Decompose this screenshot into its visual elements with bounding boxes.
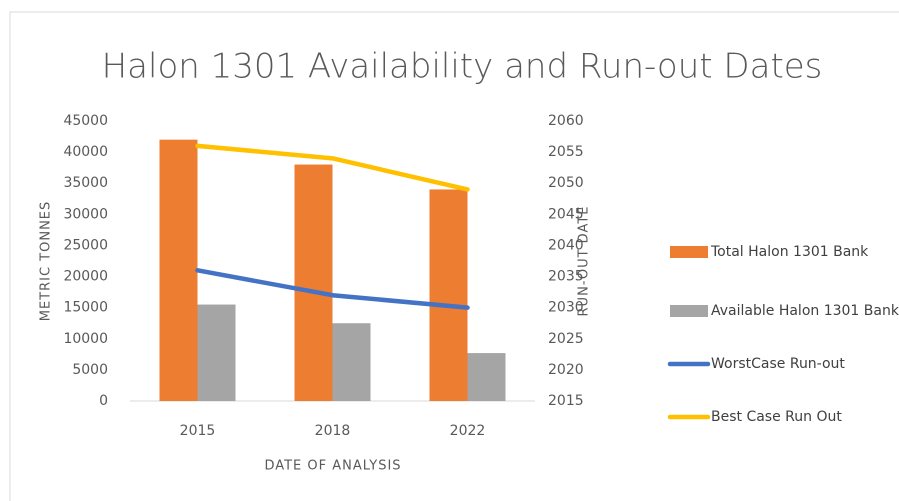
bar bbox=[197, 304, 236, 401]
line bbox=[195, 268, 470, 310]
y-tick-label: 15000 bbox=[63, 300, 108, 316]
y2-tick-label: 2035 bbox=[548, 269, 584, 285]
y2-tick-label: 2020 bbox=[548, 362, 584, 378]
y2-tick-label: 2045 bbox=[548, 206, 584, 222]
y-tick-label: 5000 bbox=[72, 362, 108, 378]
y2-tick-label: 2055 bbox=[548, 144, 584, 160]
x-axis-title: DATE OF ANALYSIS bbox=[264, 459, 401, 474]
chart-border bbox=[9, 11, 899, 501]
y2-tick-label: 2015 bbox=[548, 393, 584, 409]
y-tick-label: 10000 bbox=[63, 331, 108, 347]
y2-axis-title: RUN-OUT DATE bbox=[577, 206, 592, 317]
legend-label: Total Halon 1301 Bank bbox=[710, 244, 869, 260]
x-tick-label: 2022 bbox=[450, 423, 486, 439]
bar bbox=[429, 189, 468, 401]
line bbox=[195, 143, 470, 192]
legend-label: Best Case Run Out bbox=[711, 409, 842, 425]
x-tick-label: 2015 bbox=[180, 423, 216, 439]
y-tick-label: 20000 bbox=[63, 269, 108, 285]
chart-title: Halon 1301 Availability and Run-out Date… bbox=[102, 47, 823, 87]
y-axis-title: METRIC TONNES bbox=[39, 201, 54, 322]
y-tick-label: 0 bbox=[99, 393, 108, 409]
y-tick-label: 35000 bbox=[63, 175, 108, 191]
y2-tick-label: 2030 bbox=[548, 300, 584, 316]
y-tick-label: 30000 bbox=[63, 206, 108, 222]
bar bbox=[294, 164, 333, 401]
y2-tick-label: 2060 bbox=[548, 113, 584, 129]
legend-swatch bbox=[670, 305, 708, 317]
legend-swatch bbox=[670, 246, 708, 258]
bar bbox=[159, 139, 198, 401]
x-tick-label: 2018 bbox=[315, 423, 351, 439]
y-tick-label: 25000 bbox=[63, 237, 108, 253]
y2-tick-label: 2040 bbox=[548, 237, 584, 253]
legend-label: Available Halon 1301 Bank bbox=[711, 303, 899, 319]
y2-tick-label: 2025 bbox=[548, 331, 584, 347]
y-tick-label: 45000 bbox=[63, 113, 108, 129]
y2-tick-label: 2050 bbox=[548, 175, 584, 191]
bar bbox=[467, 353, 506, 401]
y-tick-label: 40000 bbox=[63, 144, 108, 160]
bar bbox=[332, 323, 371, 401]
legend-label: WorstCase Run-out bbox=[711, 356, 845, 372]
